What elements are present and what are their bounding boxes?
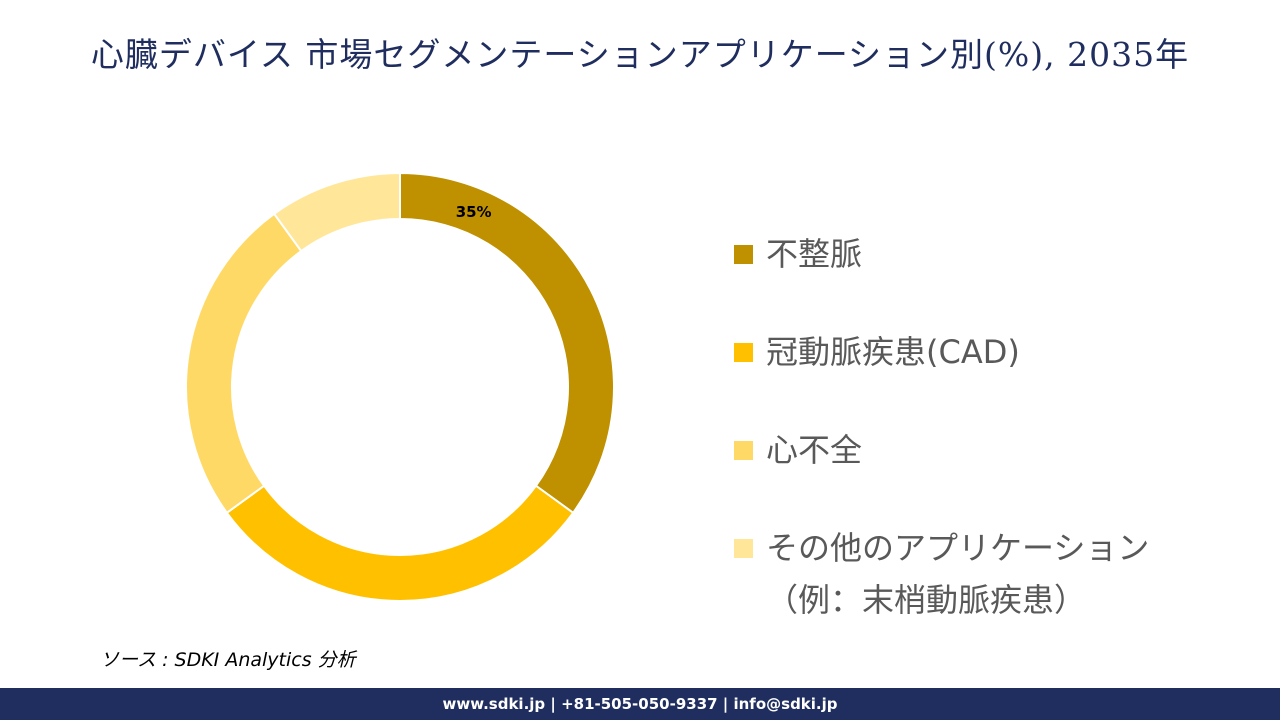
source-note: ソース : SDKI Analytics 分析: [100, 649, 356, 671]
legend-swatch-other: [734, 539, 753, 558]
legend-label-arrhythmia: 不整脈: [766, 235, 863, 273]
slice-cad: [225, 484, 575, 602]
legend-swatch-cad: [734, 343, 753, 362]
legend-item-arrhythmia: 不整脈: [734, 228, 1254, 280]
legend-swatch-heart-failure: [734, 441, 753, 460]
footer-bar: www.sdki.jp | +81-505-050-9337 | info@sd…: [0, 688, 1280, 720]
data-label-arrhythmia: 35%: [456, 203, 492, 221]
donut-chart: 35%: [185, 171, 615, 602]
legend-item-other: その他のアプリケーション（例：末梢動脈疾患）: [734, 522, 1186, 626]
legend-item-heart-failure: 心不全: [734, 424, 1254, 476]
legend-label-heart-failure: 心不全: [766, 431, 863, 469]
slice-arrhythmia: [399, 171, 615, 515]
legend-label-other: その他のアプリケーション（例：末梢動脈疾患）: [766, 529, 1150, 619]
legend-swatch-arrhythmia: [734, 245, 753, 264]
legend: 不整脈 冠動脈疾患(CAD) 心不全 その他のアプリケーション（例：末梢動脈疾患…: [734, 228, 1254, 672]
legend-label-cad: 冠動脈疾患(CAD): [766, 333, 1020, 371]
legend-item-cad: 冠動脈疾患(CAD): [734, 326, 1254, 378]
slice-heart-failure: [185, 212, 303, 515]
chart-title: 心臓デバイス 市場セグメンテーションアプリケーション別(%), 2035年: [90, 35, 1190, 74]
slice-other: [272, 171, 401, 253]
